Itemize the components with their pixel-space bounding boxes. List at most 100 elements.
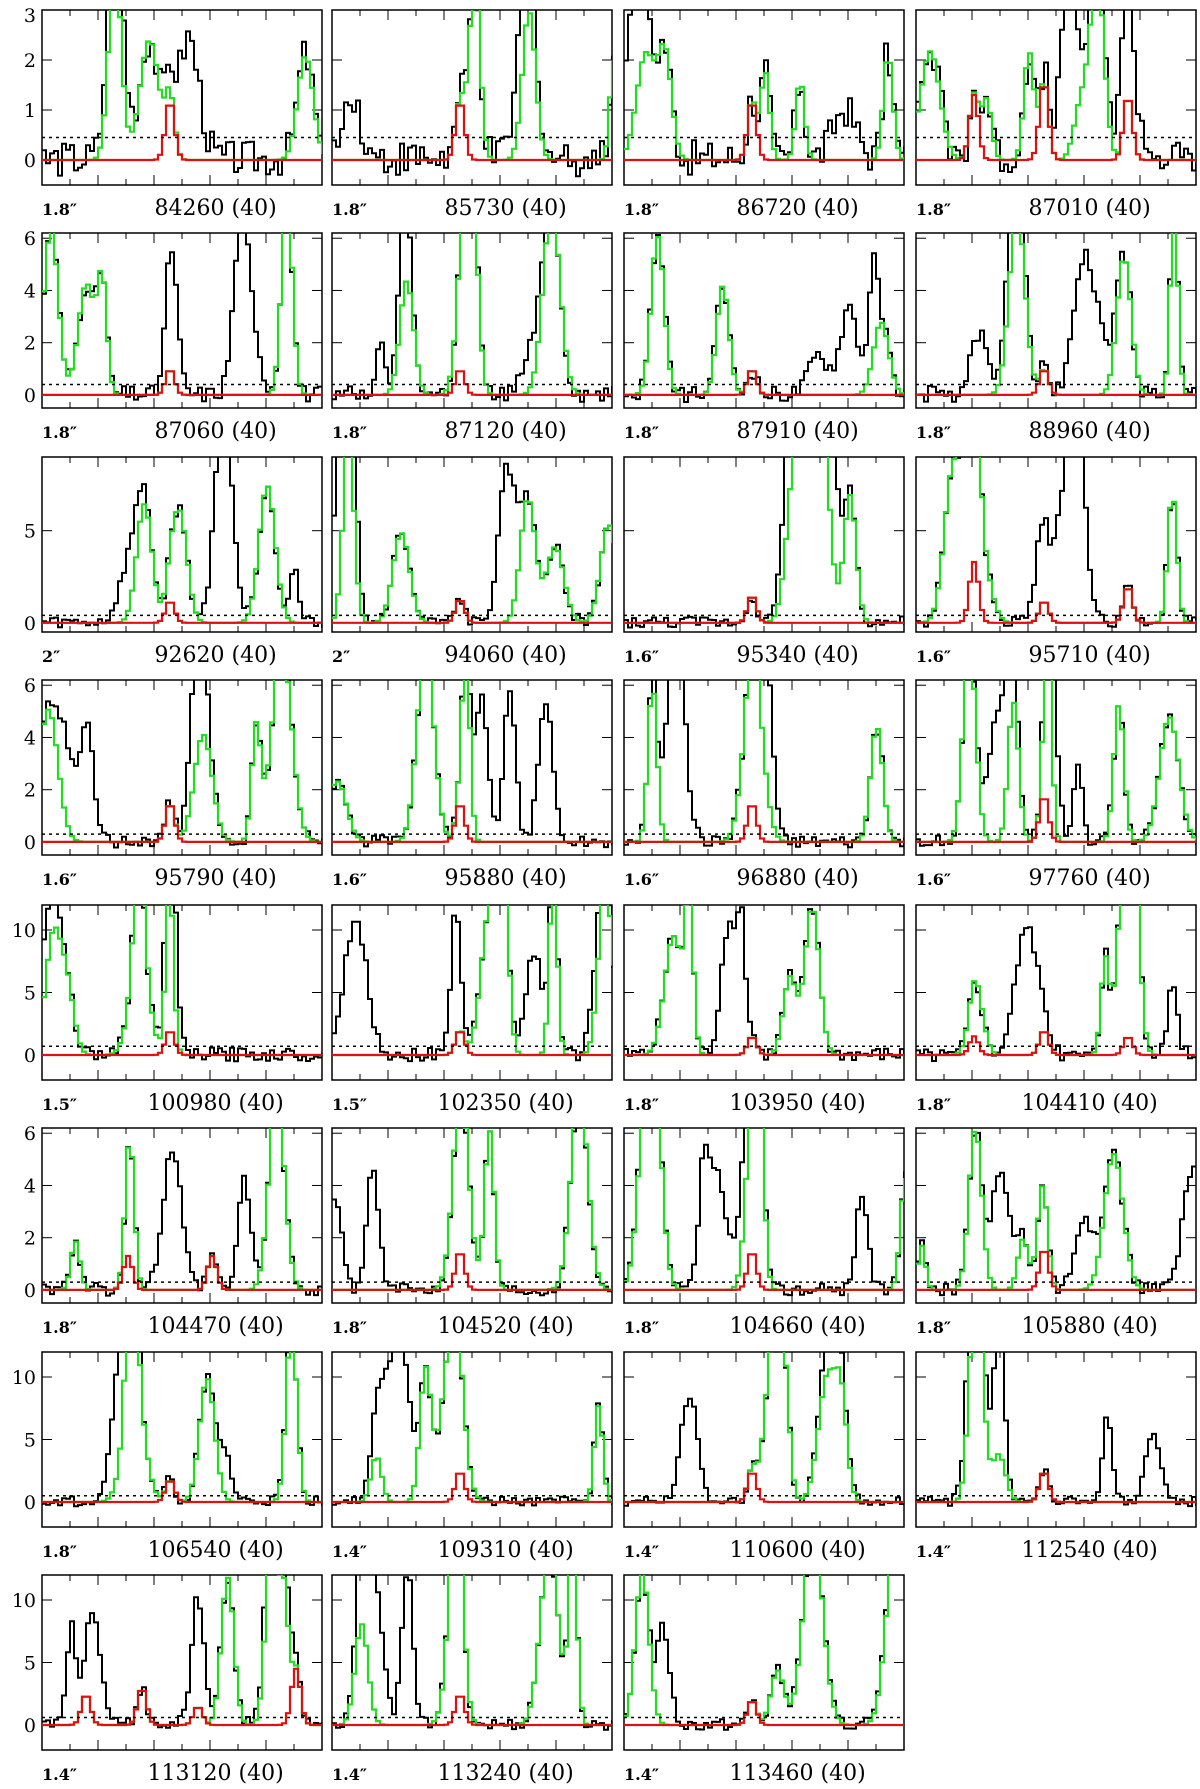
beam-size-label: 1.5″ (42, 1095, 77, 1114)
beam-size-label: 1.8″ (332, 1318, 367, 1337)
full-model-spectrum (624, 457, 904, 624)
y-tick-label: 4 (24, 280, 36, 302)
beam-size-label: 1.8″ (624, 200, 659, 219)
y-tick-label: 0 (24, 832, 36, 854)
spectrum-panel: 0 1 2 3 1.8″ 84260 (40) (24, 5, 323, 221)
beam-size-label: 1.6″ (624, 647, 659, 666)
spectrum-panel: 1.8″ 88960 (40) (915, 232, 1197, 444)
frequency-label: 113120 (40) (148, 1761, 284, 1786)
beam-size-label: 1.8″ (332, 423, 367, 442)
beam-size-label: 1.4″ (916, 1542, 951, 1561)
frequency-label: 103950 (40) (730, 1091, 866, 1116)
beam-size-label: 1.8″ (916, 200, 951, 219)
line-model-spectrum (916, 1472, 1196, 1504)
y-tick-label: 5 (24, 1430, 36, 1452)
y-tick-label: 4 (24, 1175, 36, 1197)
beam-size-label: 1.4″ (624, 1765, 659, 1784)
line-model-spectrum (916, 560, 1196, 624)
beam-size-label: 1.6″ (332, 870, 367, 889)
spectrum-panel: 1.8″ 104520 (40) (331, 1127, 613, 1339)
full-model-spectrum (624, 905, 904, 1057)
spectrum-panel: 0 5 10 1.5″ 100980 (40) (12, 904, 323, 1116)
beam-size-label: 1.8″ (624, 1095, 659, 1114)
spectrum-panel: 1.6″ 95710 (40) (915, 456, 1197, 668)
frequency-label: 95340 (40) (737, 643, 859, 668)
line-model-spectrum (42, 1031, 322, 1057)
spectrum-panel: 0 2 4 6 1.6″ 95790 (40) (24, 675, 323, 891)
frequency-label: 100980 (40) (148, 1091, 284, 1116)
beam-size-label: 2″ (42, 647, 60, 666)
beam-size-label: 1.6″ (916, 870, 951, 889)
line-model-spectrum (624, 805, 904, 843)
spectrum-panel: 1.8″ 105880 (40) (915, 1127, 1197, 1339)
observed-spectrum (916, 1352, 1196, 1508)
beam-size-label: 1.8″ (42, 200, 77, 219)
frequency-label: 105880 (40) (1022, 1314, 1158, 1339)
y-tick-label: 0 (24, 150, 36, 172)
full-model-spectrum (624, 1128, 904, 1291)
beam-size-label: 1.8″ (332, 200, 367, 219)
y-tick-label: 6 (24, 675, 36, 697)
full-model-spectrum (624, 680, 904, 843)
full-model-spectrum (624, 1352, 904, 1504)
y-tick-label: 0 (24, 1280, 36, 1302)
panel-frame (41, 456, 323, 633)
full-model-spectrum (332, 1128, 612, 1291)
frequency-label: 109310 (40) (438, 1538, 574, 1563)
observed-spectrum (916, 233, 1196, 403)
spectrum-panel: 1.8″ 86720 (40) (623, 9, 905, 221)
full-model-spectrum (332, 1352, 612, 1504)
line-model-spectrum (916, 1031, 1196, 1057)
line-model-spectrum (332, 104, 612, 162)
line-model-spectrum (332, 1695, 612, 1727)
observed-spectrum (42, 1128, 322, 1297)
line-model-spectrum (624, 1701, 904, 1727)
line-model-spectrum (624, 1472, 904, 1504)
beam-size-label: 1.4″ (624, 1542, 659, 1561)
spectrum-panel: 1.8″ 104660 (40) (623, 1127, 905, 1339)
y-tick-label: 6 (24, 228, 36, 250)
beam-size-label: 1.5″ (332, 1095, 367, 1114)
observed-spectrum (624, 1575, 889, 1731)
y-tick-label: 1 (24, 100, 36, 122)
spectrum-panel: 0 2 4 6 1.8″ 87060 (40) (24, 228, 323, 444)
y-tick-label: 6 (24, 1123, 36, 1145)
beam-size-label: 1.8″ (916, 1095, 951, 1114)
beam-size-label: 1.8″ (916, 423, 951, 442)
beam-size-label: 1.4″ (42, 1765, 77, 1784)
beam-size-label: 1.8″ (42, 1542, 77, 1561)
y-tick-label: 0 (24, 613, 36, 635)
y-tick-label: 2 (24, 50, 36, 72)
spectrum-panel: 0 5 10 1.4″ 113120 (40) (12, 1574, 323, 1786)
line-model-spectrum (332, 1472, 612, 1504)
spectrum-panel: 1.8″ 85730 (40) (331, 9, 613, 221)
observed-spectrum (916, 10, 1196, 173)
frequency-label: 113240 (40) (438, 1761, 574, 1786)
line-model-spectrum (624, 104, 904, 162)
line-model-spectrum (624, 1036, 904, 1057)
line-model-spectrum (332, 1031, 612, 1057)
observed-spectrum (332, 10, 612, 178)
frequency-label: 102350 (40) (438, 1091, 574, 1116)
frequency-label: 87910 (40) (737, 419, 859, 444)
spectrum-panel: 0 2 4 6 1.8″ 104470 (40) (24, 1123, 323, 1339)
line-model-spectrum (916, 86, 1196, 162)
observed-spectrum (42, 233, 322, 403)
beam-size-label: 1.8″ (624, 423, 659, 442)
spectrum-panel: 1.4″ 109310 (40) (331, 1351, 613, 1563)
frequency-label: 84260 (40) (155, 196, 277, 221)
spectrum-panel: 1.8″ 87120 (40) (331, 232, 613, 444)
frequency-label: 104470 (40) (148, 1314, 284, 1339)
observed-spectrum (916, 905, 1196, 1062)
line-model-spectrum (916, 798, 1196, 843)
line-model-spectrum (916, 1250, 1196, 1291)
observed-spectrum (624, 234, 904, 403)
y-tick-label: 10 (12, 1367, 36, 1389)
line-model-spectrum (42, 1667, 322, 1727)
y-tick-label: 10 (12, 1590, 36, 1612)
line-model-spectrum (42, 805, 322, 843)
observed-spectrum (42, 1575, 322, 1729)
frequency-label: 104410 (40) (1022, 1091, 1158, 1116)
full-model-spectrum (332, 905, 612, 1057)
